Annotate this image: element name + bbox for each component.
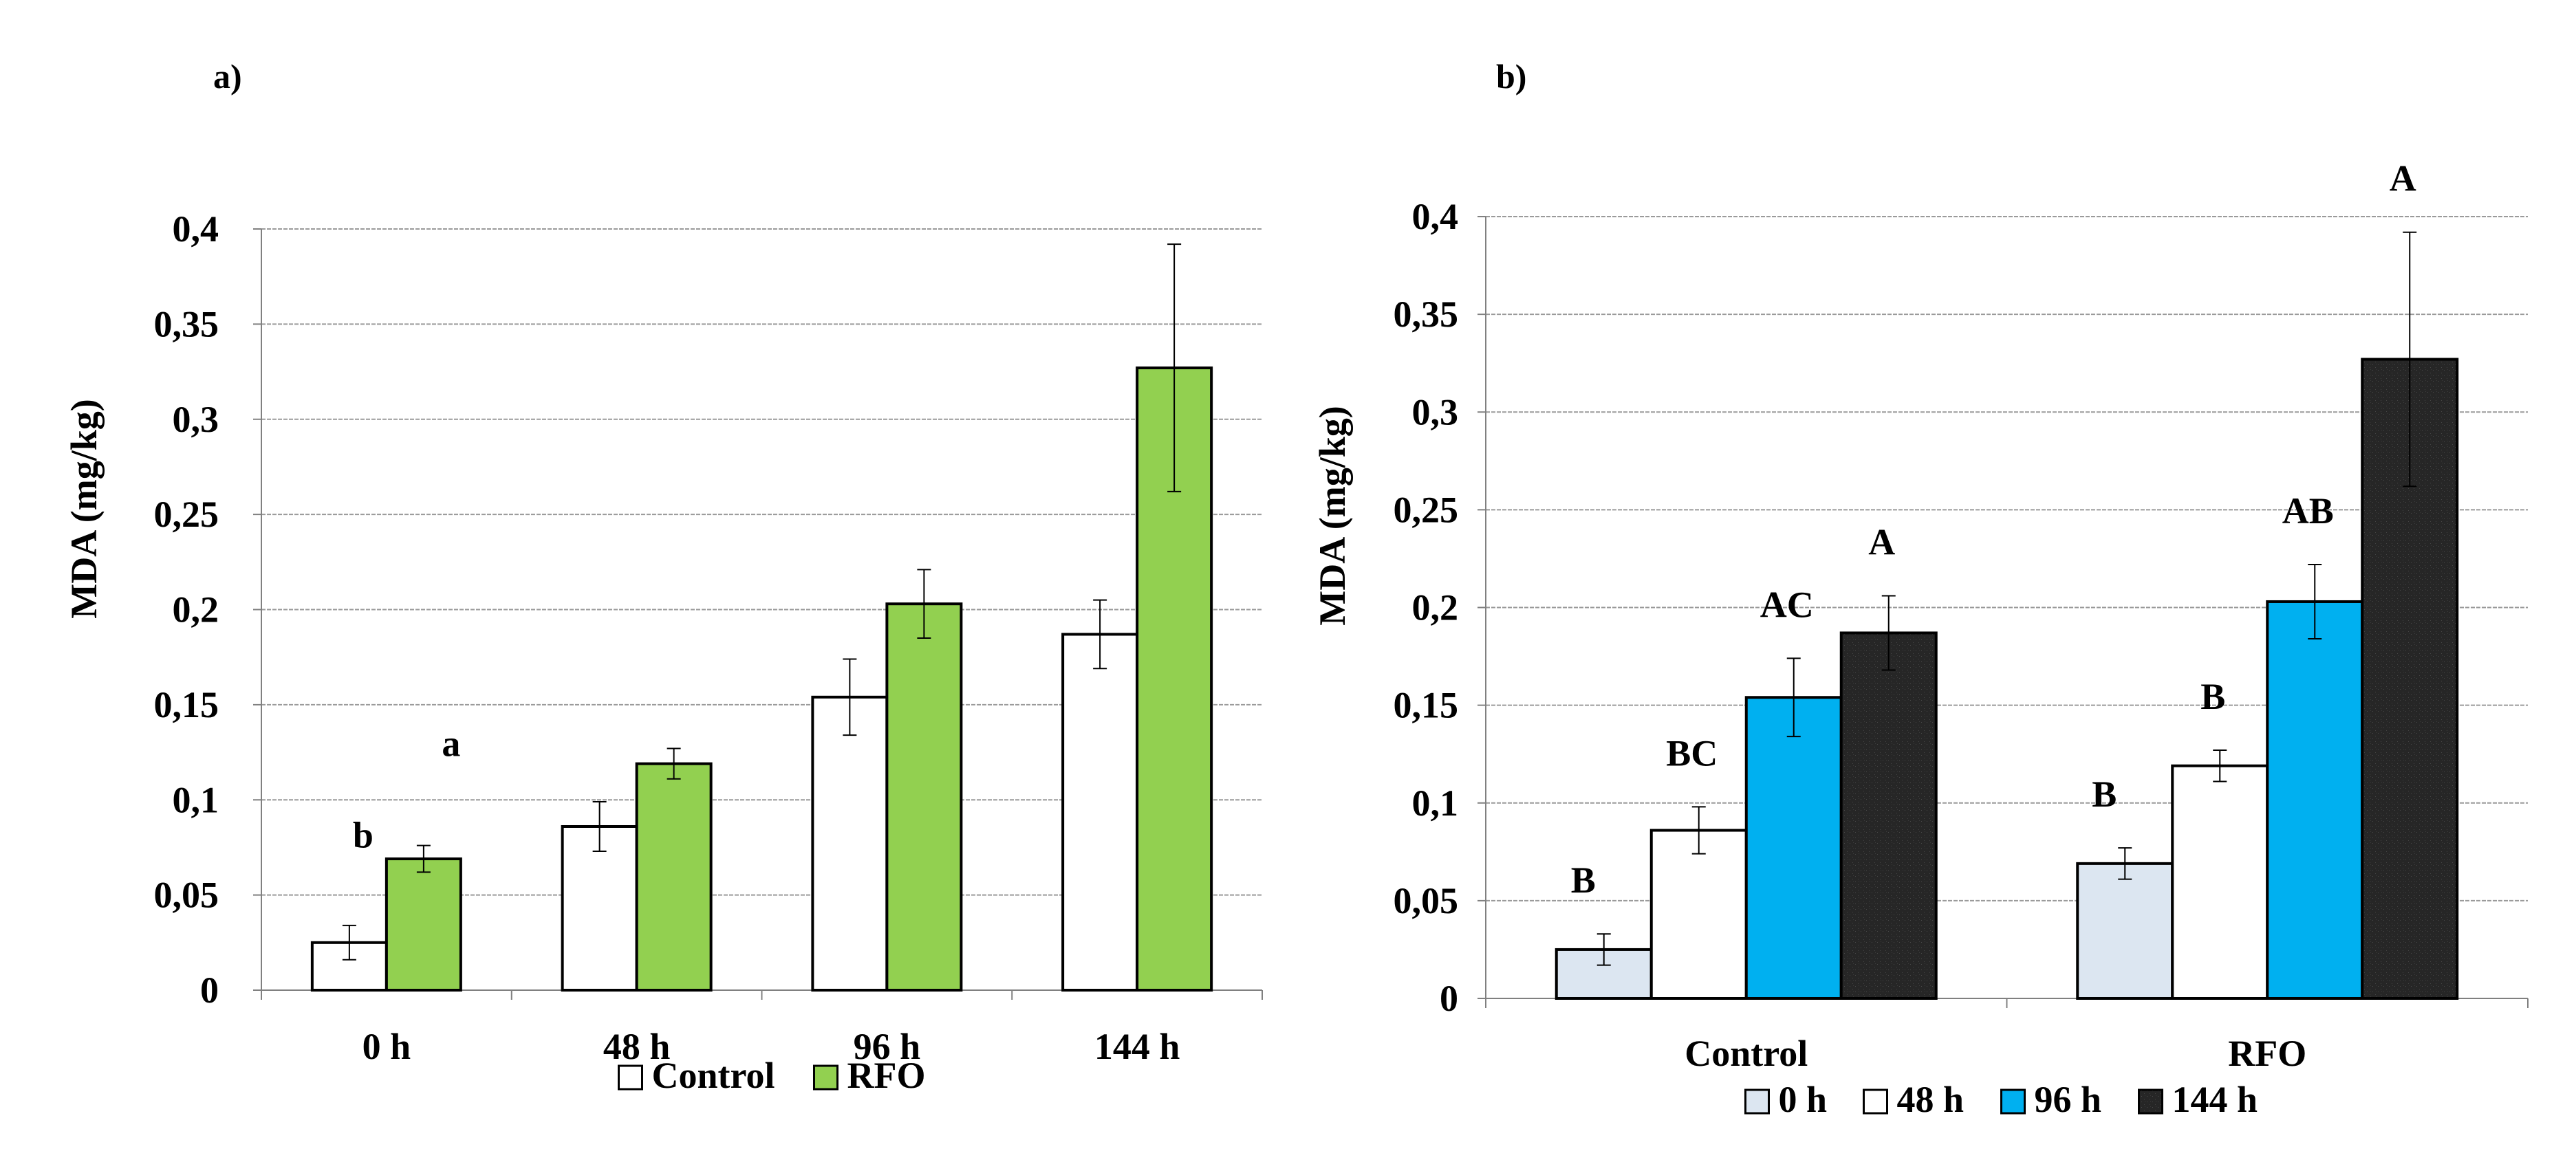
significance-label: A bbox=[1868, 521, 1895, 562]
y-tick-label: 0 bbox=[1440, 978, 1458, 1019]
y-tick-label: 0,1 bbox=[173, 779, 219, 820]
significance-label: B bbox=[2200, 676, 2225, 717]
legend-item-control: Control bbox=[618, 1055, 775, 1096]
significance-label: A bbox=[2390, 158, 2416, 199]
legend-label: 144 h bbox=[2172, 1079, 2258, 1120]
legend-label: 96 h bbox=[2035, 1079, 2102, 1120]
x-category-label: 0 h bbox=[362, 1026, 411, 1067]
legend-item-144-h: 144 h bbox=[2138, 1079, 2258, 1120]
bar bbox=[811, 695, 889, 992]
significance-label: B bbox=[1571, 860, 1596, 901]
panel-a-x-labels: 0 h 48 h 96 h 144 h bbox=[362, 1026, 1180, 1067]
significance-label: BC bbox=[1666, 732, 1718, 774]
panel-b-y-axis-label: MDA (mg/kg) bbox=[1312, 406, 1353, 625]
legend-label: 48 h bbox=[1897, 1079, 1965, 1120]
legend-label: RFO bbox=[847, 1055, 926, 1096]
y-tick-label: 0,1 bbox=[1412, 783, 1459, 824]
y-tick-label: 0,25 bbox=[1394, 489, 1459, 530]
x-category-label: 96 h bbox=[854, 1026, 921, 1067]
y-tick-label: 0,15 bbox=[1394, 685, 1459, 726]
legend-swatch bbox=[2138, 1088, 2163, 1115]
legend-swatch bbox=[1863, 1088, 1888, 1115]
panel-a-y-ticks: 0 0,05 0,1 0,15 0,2 0,25 0,3 0,35 0,4 bbox=[154, 208, 1263, 1011]
y-tick-label: 0,35 bbox=[1394, 294, 1459, 335]
y-tick-label: 0,2 bbox=[173, 589, 219, 631]
y-tick-label: 0 bbox=[200, 970, 219, 1011]
x-category-label: 144 h bbox=[1094, 1026, 1180, 1067]
panel-b-x-labels: Control RFO bbox=[1685, 1033, 2306, 1074]
y-tick-label: 0,35 bbox=[154, 303, 219, 344]
y-tick-label: 0,3 bbox=[1412, 391, 1459, 433]
bar bbox=[2266, 600, 2364, 1000]
bar bbox=[2171, 764, 2269, 1000]
panel-a-legend: Control RFO bbox=[618, 1055, 926, 1096]
x-category-label: Control bbox=[1685, 1033, 1808, 1074]
y-tick-label: 0,15 bbox=[154, 684, 219, 725]
x-category-label: 48 h bbox=[603, 1026, 671, 1067]
bar bbox=[885, 602, 963, 992]
y-tick-label: 0,05 bbox=[1394, 880, 1459, 921]
y-tick-label: 0,4 bbox=[173, 208, 219, 250]
chart-panel-b: b) 00,050,10,150,20,250,30,350,4 BBCACAB… bbox=[1312, 57, 2529, 1120]
legend-label: 0 h bbox=[1779, 1079, 1828, 1120]
significance-label: b bbox=[353, 814, 374, 855]
legend-swatch bbox=[2000, 1088, 2026, 1115]
legend-item-0-h: 0 h bbox=[1744, 1079, 1828, 1120]
bar bbox=[385, 857, 462, 992]
bar bbox=[1649, 829, 1748, 1000]
panel-a-bars: ba bbox=[310, 243, 1213, 992]
y-tick-label: 0,25 bbox=[154, 494, 219, 535]
bar bbox=[2076, 862, 2174, 1000]
bar bbox=[635, 762, 713, 992]
bar bbox=[1744, 696, 1843, 1000]
legend-label: Control bbox=[652, 1055, 775, 1096]
significance-label: AB bbox=[2282, 490, 2334, 532]
significance-label: AC bbox=[1760, 584, 1814, 625]
y-tick-label: 0,3 bbox=[173, 399, 219, 440]
legend-item-rfo: RFO bbox=[813, 1055, 926, 1096]
panel-b-label: b) bbox=[1496, 57, 1526, 96]
y-tick-label: 0,05 bbox=[154, 875, 219, 916]
legend-item-96-h: 96 h bbox=[2000, 1079, 2102, 1120]
bar bbox=[1061, 633, 1139, 992]
legend-swatch bbox=[1744, 1088, 1770, 1115]
bar bbox=[561, 824, 638, 992]
y-tick-label: 0,4 bbox=[1412, 196, 1459, 237]
bar bbox=[1839, 631, 1938, 1000]
x-category-label: RFO bbox=[2228, 1033, 2306, 1074]
panel-b-gridlines bbox=[1486, 216, 2528, 901]
panel-a-label: a) bbox=[213, 57, 242, 96]
legend-swatch bbox=[618, 1064, 643, 1091]
legend-swatch bbox=[813, 1064, 838, 1091]
panel-b-legend: 0 h 48 h 96 h 144 h bbox=[1744, 1079, 2258, 1120]
legend-item-48-h: 48 h bbox=[1863, 1079, 1965, 1120]
panel-a-y-axis-label: MDA (mg/kg) bbox=[63, 399, 105, 618]
significance-label: B bbox=[2092, 774, 2117, 815]
significance-label: a bbox=[442, 723, 460, 765]
y-tick-label: 0,2 bbox=[1412, 587, 1459, 628]
